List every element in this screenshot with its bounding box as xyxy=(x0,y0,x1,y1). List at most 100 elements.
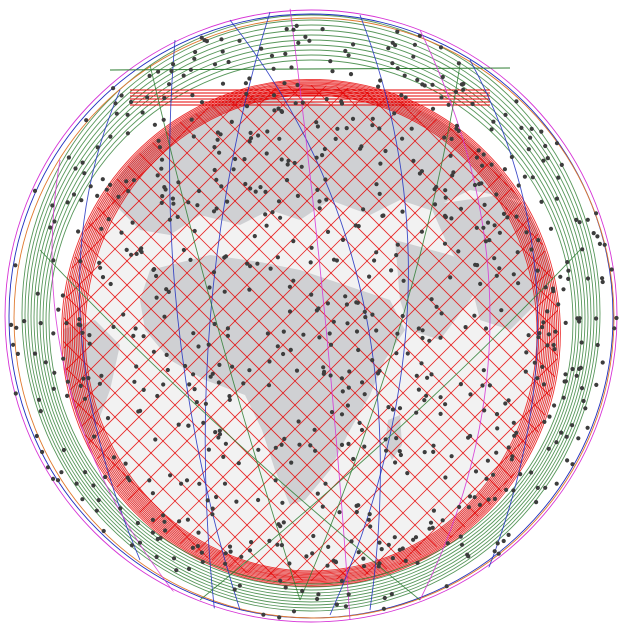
satellite-dot xyxy=(542,419,547,424)
satellite-dot xyxy=(487,238,492,243)
satellite-dot xyxy=(294,368,300,373)
satellite-dot xyxy=(339,376,344,381)
satellite-dot xyxy=(429,372,434,377)
satellite-dot xyxy=(325,563,330,568)
satellite-dot xyxy=(82,396,88,401)
satellite-dot xyxy=(324,197,329,202)
satellite-dot xyxy=(328,373,333,378)
satellite-dot xyxy=(482,408,487,413)
satellite-dot xyxy=(466,554,471,559)
satellite-dot xyxy=(476,148,481,153)
satellite-dot xyxy=(138,248,143,253)
satellite-dot xyxy=(359,427,365,433)
satellite-dot xyxy=(141,387,146,392)
satellite-dot xyxy=(378,78,383,83)
satellite-dot xyxy=(516,183,521,188)
satellite-dot xyxy=(339,412,345,417)
satellite-dot xyxy=(94,508,99,513)
satellite-dot xyxy=(343,48,348,54)
lattice-line xyxy=(63,85,380,581)
satellite-dot xyxy=(337,510,342,515)
satellite-dot xyxy=(129,99,134,105)
satellite-dot xyxy=(444,584,449,589)
satellite-dot xyxy=(386,405,391,410)
lattice-line xyxy=(63,85,428,581)
satellite-dot xyxy=(354,509,359,515)
satellite-dot xyxy=(247,368,252,373)
satellite-dot xyxy=(237,38,242,43)
satellite-dot xyxy=(164,287,169,292)
satellite-dot xyxy=(205,498,210,503)
satellite-dot xyxy=(443,188,448,193)
satellite-dot xyxy=(395,331,400,336)
satellite-dot xyxy=(211,209,217,214)
satellite-dot xyxy=(602,242,607,247)
satellite-dot xyxy=(38,321,43,326)
satellite-dot xyxy=(252,234,257,239)
satellite-dot xyxy=(50,203,55,208)
satellite-dot xyxy=(161,513,166,518)
satellite-dot xyxy=(451,170,456,175)
satellite-dot xyxy=(176,180,181,185)
satellite-dot xyxy=(34,433,39,439)
satellite-dot xyxy=(600,360,605,365)
satellite-dot xyxy=(111,324,116,329)
lattice-line xyxy=(330,85,559,581)
satellite-dot xyxy=(503,112,508,117)
satellite-dot xyxy=(539,129,544,134)
satellite-dot xyxy=(375,371,381,376)
satellite-dot xyxy=(296,40,301,46)
satellite-dot xyxy=(483,239,488,244)
satellite-dot xyxy=(474,225,479,230)
satellite-dot xyxy=(346,441,351,446)
satellite-dot xyxy=(504,487,509,492)
satellite-dot xyxy=(491,472,496,477)
satellite-dot xyxy=(313,448,318,453)
satellite-dot xyxy=(135,520,140,526)
satellite-dot xyxy=(192,387,197,392)
satellite-dot xyxy=(181,247,186,253)
satellite-dot xyxy=(597,241,603,246)
satellite-dot xyxy=(225,199,230,204)
satellite-dot xyxy=(281,520,286,525)
satellite-dot xyxy=(461,81,466,86)
satellite-dot xyxy=(275,255,280,260)
satellite-dot xyxy=(45,465,51,470)
satellite-dot xyxy=(344,126,349,131)
satellite-dot xyxy=(390,407,395,412)
satellite-dot xyxy=(311,533,316,539)
satellite-dot xyxy=(343,604,348,609)
satellite-dot xyxy=(554,141,560,146)
satellite-dot xyxy=(543,485,548,490)
satellite-dot xyxy=(440,518,445,523)
satellite-dot xyxy=(188,67,193,72)
satellite-dot xyxy=(272,108,277,113)
lattice-line xyxy=(63,85,524,581)
satellite-dot xyxy=(78,259,83,264)
satellite-dot xyxy=(77,317,82,322)
satellite-dot xyxy=(561,395,566,400)
satellite-dot xyxy=(190,545,195,550)
satellite-dot xyxy=(530,175,535,180)
satellite-dot xyxy=(186,200,191,205)
lattice-line xyxy=(63,85,332,581)
satellite-dot xyxy=(376,564,381,569)
satellite-dot xyxy=(92,434,97,439)
satellite-dot xyxy=(244,91,249,97)
satellite-dot xyxy=(431,508,436,513)
satellite-dot xyxy=(196,344,201,349)
lattice-line xyxy=(63,85,476,581)
satellite-dot xyxy=(543,285,548,290)
satellite-dot xyxy=(52,370,57,375)
satellite-dot xyxy=(237,583,242,588)
satellite-dot xyxy=(323,481,328,486)
satellite-dot xyxy=(514,99,519,104)
satellite-dot xyxy=(258,185,263,190)
satellite-dot xyxy=(230,364,235,369)
satellite-dot xyxy=(570,423,575,428)
satellite-dot xyxy=(429,297,434,302)
satellite-dot xyxy=(201,420,206,425)
satellite-dot xyxy=(431,443,436,448)
polar-orbit-arc xyxy=(299,64,461,601)
satellite-dot xyxy=(171,62,176,67)
